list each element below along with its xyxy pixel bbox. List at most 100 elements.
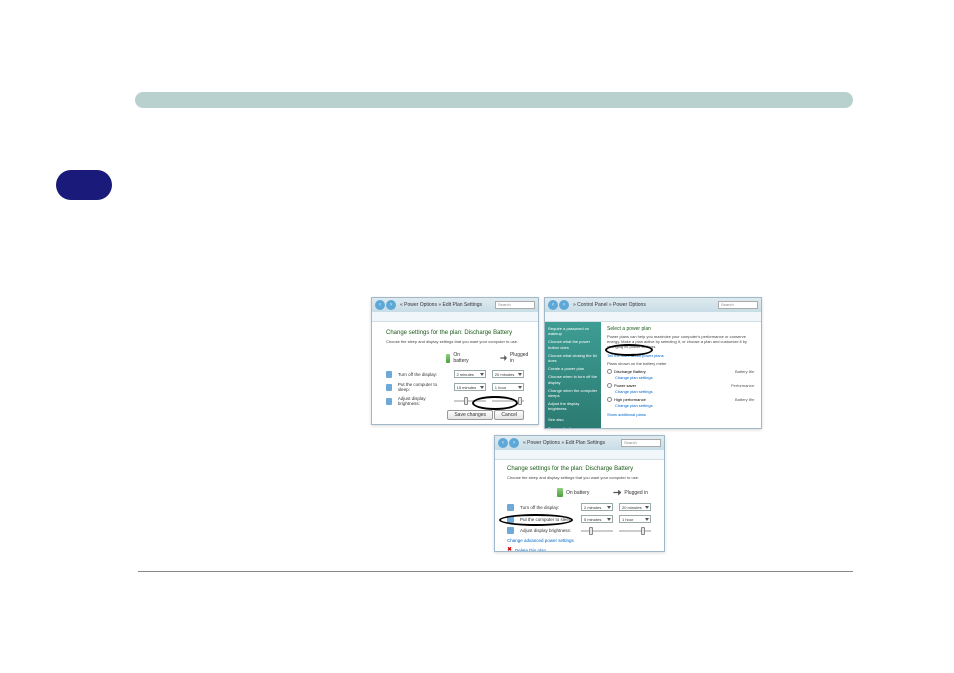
sidebar-item[interactable]: Change when the computer sleeps	[548, 388, 598, 398]
plugged-in-header: Plugged in	[500, 352, 529, 364]
sleep-plugged-dd[interactable]: 1 hour	[619, 515, 651, 523]
save-button[interactable]: Save changes	[447, 410, 493, 420]
delete-plan-link[interactable]: ✖ Delete this plan	[507, 547, 652, 552]
column-headers: On battery Plugged in	[446, 352, 524, 364]
brightness-battery-slider[interactable]	[454, 398, 486, 404]
display-off-plugged-dd[interactable]: 20 minutes	[492, 370, 524, 378]
plan-row: Power saver Performance:	[607, 383, 755, 388]
forward-button[interactable]: ›	[509, 438, 519, 448]
search-input[interactable]: Search	[621, 439, 661, 447]
plan-name: Discharge Battery	[614, 369, 646, 374]
display-off-battery-dd[interactable]: 2 minutes	[581, 503, 613, 511]
nav-buttons: ‹ ›	[548, 300, 569, 310]
column-headers: On battery Plugged in	[557, 488, 652, 497]
breadcrumb[interactable]: » Control Panel » Power Options	[573, 302, 646, 308]
toolbar	[495, 450, 664, 460]
blue-pill	[56, 170, 112, 200]
plan-radio[interactable]	[607, 369, 612, 374]
toolbar	[545, 312, 761, 322]
titlebar: ‹ › « Power Options » Edit Plan Settings…	[372, 298, 538, 312]
content: Change settings for the plan: Discharge …	[372, 322, 538, 425]
display-off-plugged-dd[interactable]: 20 minutes	[619, 503, 651, 511]
display-off-battery-dd[interactable]: 2 minutes	[454, 370, 486, 378]
change-plan-link[interactable]: Change plan settings	[615, 389, 755, 394]
tell-me-more-link[interactable]: Tell me more about power plans	[607, 353, 755, 358]
toolbar	[372, 312, 538, 322]
back-button[interactable]: ‹	[498, 438, 508, 448]
screenshot-edit-plan-2: ‹ › « Power Options » Edit Plan Settings…	[494, 435, 665, 552]
change-plan-link[interactable]: Change plan settings	[615, 403, 755, 408]
sidebar-item[interactable]: Choose when to turn off the display	[548, 374, 598, 384]
search-input[interactable]: Search	[495, 301, 535, 309]
sleep-battery-dd[interactable]: 15 minutes	[454, 383, 486, 391]
plug-icon	[500, 355, 507, 361]
display-off-label: Turn off the display:	[520, 505, 575, 510]
on-battery-header: On battery	[557, 488, 589, 497]
sleep-plugged-dd[interactable]: 1 hour	[492, 383, 524, 391]
sleep-row: Put the computer to sleep: 15 minutes 1 …	[386, 382, 524, 392]
display-off-label: Turn off the display:	[398, 372, 448, 377]
plan-radio[interactable]	[607, 383, 612, 388]
titlebar: ‹ › « Power Options » Edit Plan Settings…	[495, 436, 664, 450]
battery-icon	[446, 354, 450, 363]
battery-life-label: Battery life:	[735, 397, 755, 402]
see-also-label: See also	[548, 417, 598, 422]
change-plan-link[interactable]: Change plan settings	[615, 375, 755, 380]
advanced-settings-link[interactable]: Change advanced power settings	[507, 538, 652, 543]
header-bar	[135, 92, 853, 108]
display-icon	[386, 371, 392, 378]
plan-radio[interactable]	[607, 397, 612, 402]
delete-icon: ✖	[507, 547, 513, 552]
plans-shown-label: Plans shown on the battery meter	[607, 361, 755, 366]
sidebar-item[interactable]: Choose what the power button does	[548, 339, 598, 349]
back-button[interactable]: ‹	[375, 300, 385, 310]
button-row: Save changes Cancel	[386, 410, 524, 420]
display-off-row: Turn off the display: 2 minutes 20 minut…	[386, 370, 524, 378]
cancel-button[interactable]: Cancel	[494, 410, 524, 420]
sleep-icon	[507, 516, 514, 523]
plugged-in-label: Plugged in	[624, 490, 648, 496]
breadcrumb[interactable]: « Power Options » Edit Plan Settings	[400, 302, 482, 308]
on-battery-label: On battery	[566, 490, 589, 496]
sidebar-item[interactable]: Require a password on wakeup	[548, 326, 598, 336]
sidebar-item[interactable]: Choose what closing the lid does	[548, 353, 598, 363]
battery-life-label: Battery life:	[735, 369, 755, 374]
brightness-label: Adjust display brightness:	[520, 528, 575, 533]
subtext: Choose the sleep and display settings th…	[386, 339, 524, 344]
forward-button[interactable]: ›	[559, 300, 569, 310]
brightness-label: Adjust display brightness:	[398, 396, 448, 406]
sleep-battery-dd[interactable]: 5 minutes	[581, 515, 613, 523]
heading: Change settings for the plan: Discharge …	[507, 466, 652, 472]
heading: Change settings for the plan: Discharge …	[386, 330, 524, 336]
brightness-row: Adjust display brightness:	[386, 396, 524, 406]
sleep-label: Put the computer to sleep:	[398, 382, 448, 392]
sidebar-item[interactable]: Adjust the display brightness	[548, 401, 598, 411]
plan-name: Power saver	[614, 383, 636, 388]
plan-row: Discharge Battery Battery life:	[607, 369, 755, 374]
footer-divider	[138, 571, 853, 572]
heading: Select a power plan	[607, 326, 755, 332]
show-additional-link[interactable]: Show additional plans	[607, 412, 755, 417]
delete-plan-label: Delete this plan	[515, 548, 546, 553]
brightness-icon	[507, 527, 514, 534]
titlebar: ‹ › » Control Panel » Power Options Sear…	[545, 298, 761, 312]
content: Change settings for the plan: Discharge …	[495, 460, 664, 552]
brightness-row: Adjust display brightness:	[507, 527, 652, 534]
breadcrumb[interactable]: « Power Options » Edit Plan Settings	[523, 440, 605, 446]
brightness-battery-slider[interactable]	[581, 528, 613, 534]
forward-button[interactable]: ›	[386, 300, 396, 310]
sidebar: Require a password on wakeup Choose what…	[545, 322, 601, 429]
description: Power plans can help you maximize your c…	[607, 334, 755, 350]
brightness-plugged-slider[interactable]	[492, 398, 524, 404]
sidebar-item[interactable]: Personalization	[548, 426, 598, 429]
plan-row: High performance Battery life:	[607, 397, 755, 402]
performance-label: Performance:	[731, 383, 755, 388]
display-off-row: Turn off the display: 2 minutes 20 minut…	[507, 503, 652, 511]
brightness-plugged-slider[interactable]	[619, 528, 651, 534]
back-button[interactable]: ‹	[548, 300, 558, 310]
brightness-icon	[386, 398, 392, 405]
search-input[interactable]: Search	[718, 301, 758, 309]
sidebar-item[interactable]: Create a power plan	[548, 366, 598, 371]
nav-buttons: ‹ ›	[375, 300, 396, 310]
display-icon	[507, 504, 514, 511]
